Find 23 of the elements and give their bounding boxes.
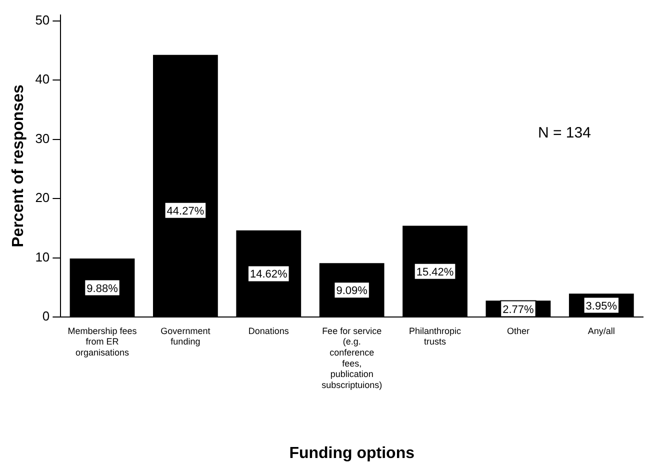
y-tick-label: 20 xyxy=(35,190,50,206)
x-tick-label: Fee for service (e.g. conference fees, publication subscriptuions) xyxy=(322,326,382,390)
y-tick-label: 40 xyxy=(35,72,50,87)
y-axis-title: Percent of responses xyxy=(10,84,28,248)
y-tick-label: 10 xyxy=(35,249,50,264)
x-tick-label: Other xyxy=(506,326,530,336)
y-tick-label: 50 xyxy=(35,12,50,28)
x-tick-label: Membership fees from ER organisations xyxy=(68,326,138,358)
x-tick-label: Donations xyxy=(248,326,290,336)
data-label: 3.95% xyxy=(586,300,618,312)
x-axis-title: Funding options xyxy=(289,444,415,462)
annotation: N = 134 xyxy=(538,124,591,142)
data-label: 2.77% xyxy=(502,304,534,316)
data-label: 44.27% xyxy=(166,205,204,218)
data-label: 9.09% xyxy=(336,285,368,298)
data-label: 9.88% xyxy=(86,282,118,295)
x-tick-label: Government funding xyxy=(160,326,211,347)
y-tick-label: 0 xyxy=(42,308,50,324)
x-tick-label: Philanthropic trusts xyxy=(409,326,462,347)
y-tick-label: 30 xyxy=(35,130,50,146)
data-label: 14.62% xyxy=(250,268,288,281)
x-tick-label: Any/all xyxy=(588,326,615,336)
data-label: 15.42% xyxy=(416,266,454,278)
